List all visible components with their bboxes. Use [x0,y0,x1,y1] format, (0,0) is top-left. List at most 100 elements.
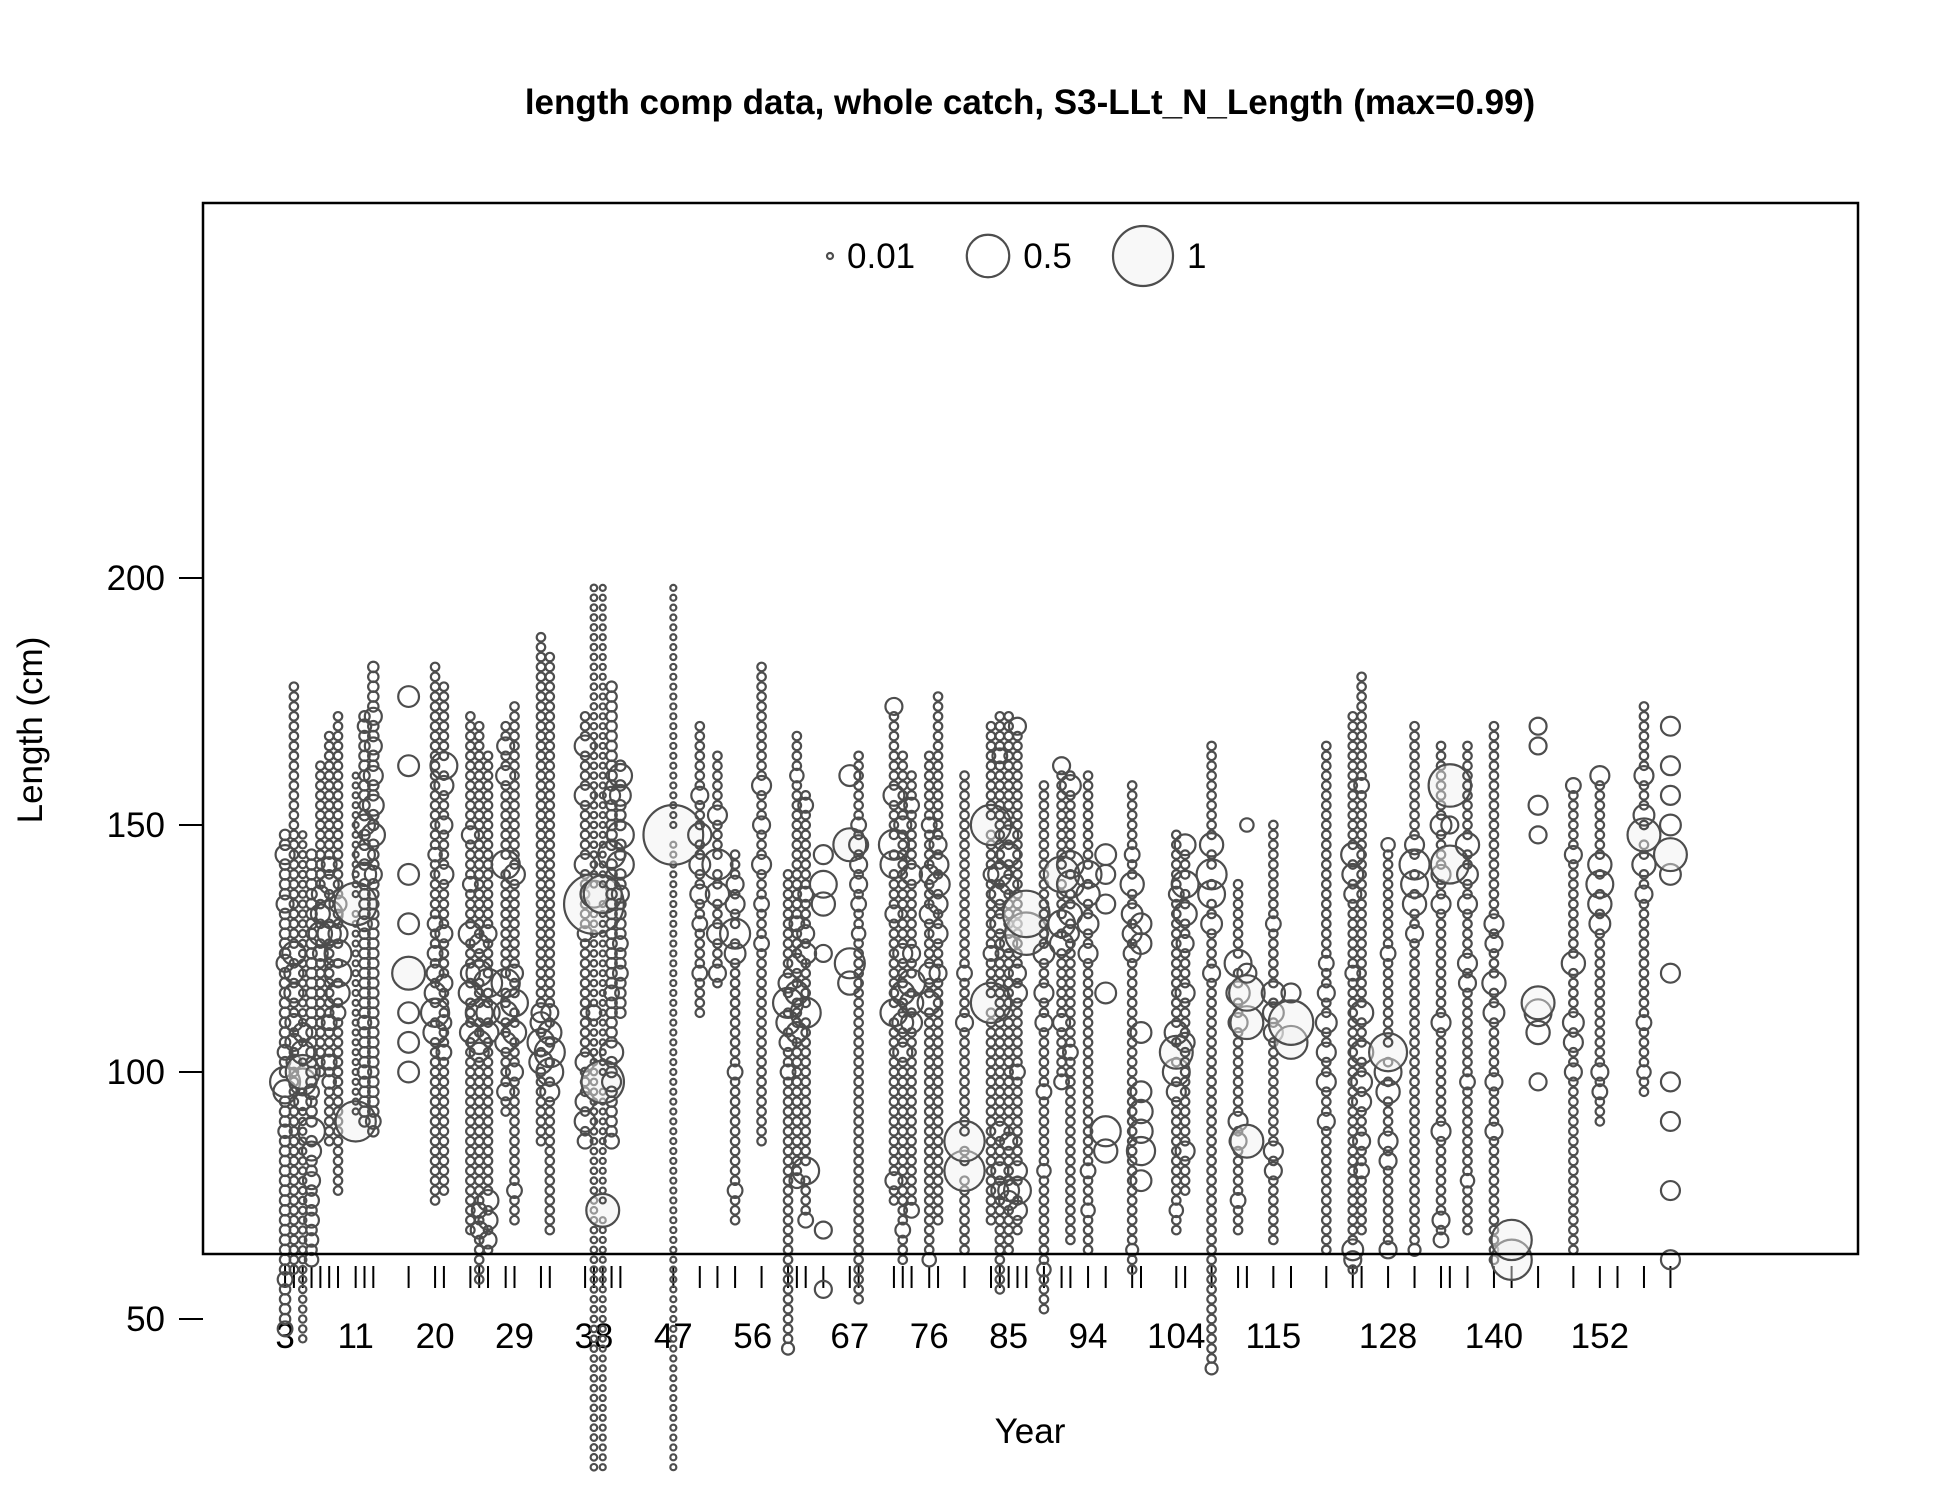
bubble [1462,750,1473,762]
bubble [1012,760,1023,772]
bubble [1126,819,1138,831]
bubble [1056,809,1067,821]
bubble [332,888,344,900]
bubble [1065,1027,1076,1038]
bubble [669,880,678,889]
bubble [897,750,909,762]
bubble [1594,1116,1606,1127]
bubble [297,1215,308,1225]
bubble [726,1182,744,1200]
bubble [509,948,520,959]
bubble [704,881,731,907]
bubble [1356,987,1367,999]
bubble [482,878,494,890]
bubble [473,1125,485,1137]
bubble [1462,1135,1473,1147]
bubble [429,1145,441,1157]
bubble [669,1196,678,1205]
bubble [332,938,344,949]
bubble [1232,1076,1244,1088]
bubble [473,908,485,920]
bubble [1440,815,1460,835]
bubble [465,908,476,920]
bubble [888,730,900,742]
bubble [1488,1185,1500,1196]
bubble [535,938,547,949]
bubble [888,819,900,831]
bubble [495,765,517,787]
bubble [589,879,599,889]
bubble [1206,938,1217,949]
bubble [1012,1175,1023,1187]
bubble [756,661,767,673]
bubble [1483,913,1505,935]
bubble [535,720,547,732]
bubble [1268,948,1279,959]
bubble [598,1463,607,1472]
bubble [729,1027,741,1038]
bubble [1320,760,1332,772]
bubble [544,967,556,979]
bubble [1179,1125,1191,1137]
bubble [994,1046,1006,1058]
bubble [297,1333,308,1344]
bubble [500,839,512,851]
bubble [1268,1106,1279,1117]
bubble [1427,763,1473,808]
bubble [756,1056,767,1068]
bubble [985,750,997,762]
bubble [1356,977,1367,989]
bubble [500,1066,512,1078]
bubble [1206,1076,1217,1088]
bubble [598,1216,607,1225]
bubble [1206,1135,1217,1147]
bubble [503,862,526,886]
bubble [1594,1096,1606,1107]
bubble [1089,1115,1122,1148]
bubble [1082,1224,1094,1236]
bubble [932,1096,944,1107]
bubble [1382,888,1394,900]
bubble [589,1304,599,1314]
bubble [598,781,607,790]
bubble [1658,862,1682,886]
bubble [589,593,599,603]
bubble [1320,1066,1332,1078]
bubble [1206,1046,1217,1058]
bubble [603,984,621,1002]
bubble [288,760,300,772]
bubble [1206,809,1217,821]
bubble [323,770,335,781]
bubble [1462,1155,1473,1167]
bubble [1195,858,1228,891]
bubble [1038,997,1050,1009]
bubble [315,819,326,831]
bubble [884,904,904,924]
bubble [598,1176,607,1185]
bubble [712,819,723,831]
bubble [509,1116,520,1127]
bubble [397,754,421,778]
bubble [1129,1169,1153,1193]
bubble [1012,780,1023,791]
bubble [1356,1175,1367,1187]
bubble [1347,760,1359,772]
bubble [465,770,476,781]
bubble [1382,977,1394,989]
bubble [1356,790,1367,801]
bubble [482,1175,494,1187]
bubble [1158,1034,1194,1070]
bubble [1174,982,1196,1004]
bubble [509,799,520,811]
bubble [923,1017,935,1028]
bubble [669,1097,678,1106]
bubble [589,781,599,790]
bubble [579,1086,591,1098]
bubble [614,976,627,990]
bubble [509,1175,520,1187]
bubble [1587,891,1613,917]
bubble [1594,987,1606,999]
bubble [1320,1037,1332,1048]
bubble [1012,750,1023,762]
bubble [923,1007,935,1019]
